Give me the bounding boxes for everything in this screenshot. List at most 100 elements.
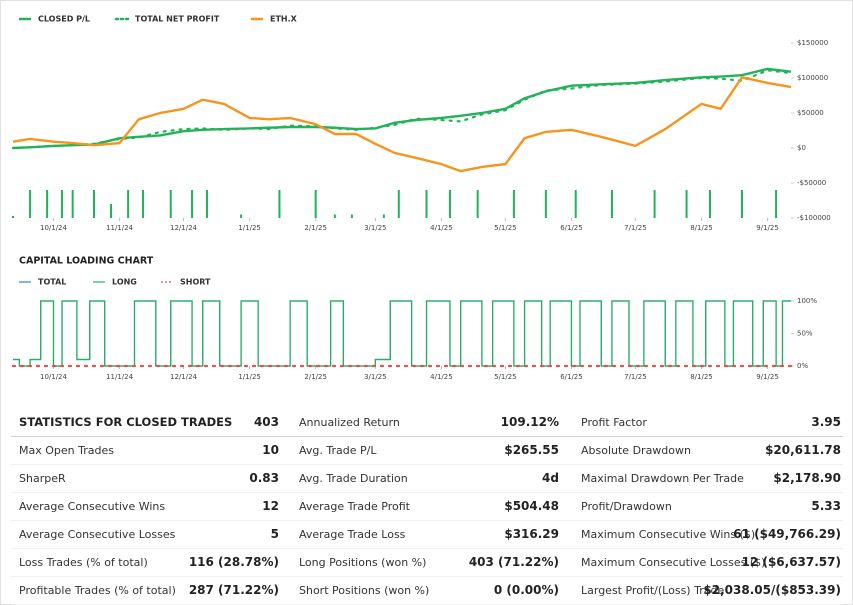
trade-bar bbox=[92, 190, 95, 218]
x-tick-label: 11/1/24 bbox=[106, 373, 134, 381]
legend-label: CLOSED P/L bbox=[38, 15, 90, 24]
stat-label: Average Trade Loss bbox=[299, 528, 406, 541]
trade-bar bbox=[653, 190, 656, 218]
trade-bar bbox=[775, 190, 778, 218]
stat-value: $316.29 bbox=[504, 527, 559, 541]
stat-value: 287 (71.22%) bbox=[188, 583, 279, 597]
trade-bar bbox=[574, 190, 577, 218]
stat-value: 10 bbox=[262, 443, 279, 457]
trade-bar bbox=[71, 190, 74, 218]
stat-label: Avg. Trade P/L bbox=[299, 444, 377, 457]
trade-bar bbox=[709, 190, 712, 218]
trade-bar bbox=[191, 190, 194, 218]
trade-bar bbox=[205, 190, 208, 218]
x-tick-label: 11/1/24 bbox=[106, 224, 134, 232]
trade-bar bbox=[240, 214, 243, 218]
trade-bar bbox=[740, 190, 743, 218]
trade-bar bbox=[29, 190, 32, 218]
series-line bbox=[11, 69, 793, 150]
stat-value: $20,611.78 bbox=[765, 443, 841, 457]
stat-label: Max Open Trades bbox=[19, 444, 114, 457]
charts: $150000 $100000 $50000 $0 -$50000 -$100000 10/… bbox=[11, 15, 831, 381]
x-tick-label: 5/1/25 bbox=[494, 224, 517, 232]
x-tick-label: 4/1/25 bbox=[430, 224, 453, 232]
x-tick-label: 7/1/25 bbox=[624, 224, 647, 232]
statistics-table: STATISTICS FOR CLOSED TRADES 403 Annualize… bbox=[11, 409, 843, 605]
series-line bbox=[13, 300, 791, 367]
stat-label: SharpeR bbox=[19, 472, 66, 485]
x-tick-label: 1/1/25 bbox=[238, 373, 261, 381]
trade-bar bbox=[512, 190, 515, 218]
x-tick-label: 12/1/24 bbox=[170, 224, 198, 232]
legend-label: TOTAL NET PROFIT bbox=[135, 15, 220, 24]
x-tick-label: 12/1/24 bbox=[170, 373, 198, 381]
trade-bar bbox=[425, 190, 428, 218]
stat-value: 3.95 bbox=[811, 415, 841, 429]
stat-value: 4d bbox=[542, 471, 559, 485]
stat-label: Avg. Trade Duration bbox=[299, 472, 408, 485]
trade-bar bbox=[61, 190, 64, 218]
stat-value: $504.48 bbox=[504, 499, 559, 513]
trade-bar bbox=[142, 190, 145, 218]
stat-value: 12 bbox=[262, 499, 279, 513]
stat-value: 61 ($49,766.29) bbox=[733, 527, 841, 541]
stat-label: Loss Trades (% of total) bbox=[19, 556, 148, 569]
stat-label: Maximum Consecutive Wins ($) bbox=[581, 528, 756, 541]
y-tick-label: -$100000 bbox=[797, 214, 831, 222]
trade-bar bbox=[448, 190, 451, 218]
trade-bar bbox=[382, 214, 385, 218]
trade-bar bbox=[544, 190, 547, 218]
x-tick-label: 6/1/25 bbox=[560, 224, 583, 232]
trade-bar bbox=[12, 215, 14, 218]
stat-value: 403 (71.22%) bbox=[468, 555, 559, 569]
series-line bbox=[12, 75, 792, 173]
x-tick-label: 1/1/25 bbox=[238, 224, 261, 232]
stat-value: 12 ($6,637.57) bbox=[741, 555, 841, 569]
stat-value: 0 (0.00%) bbox=[493, 583, 559, 597]
trade-bar bbox=[476, 190, 479, 218]
stat-value: 5 bbox=[270, 527, 279, 541]
stat-label: STATISTICS FOR CLOSED TRADES bbox=[19, 415, 233, 429]
stat-label: Absolute Drawdown bbox=[581, 444, 691, 457]
stat-label: Maximal Drawdown Per Trade bbox=[581, 472, 744, 485]
x-tick-label: 9/1/25 bbox=[756, 373, 779, 381]
trade-bar bbox=[278, 190, 281, 218]
stat-label: Maximum Consecutive Losses ($) bbox=[581, 556, 766, 569]
series-line bbox=[13, 300, 791, 367]
stat-label: Profitable Trades (% of total) bbox=[19, 584, 176, 597]
x-tick-label: 8/1/25 bbox=[690, 373, 713, 381]
x-tick-label: 7/1/25 bbox=[624, 373, 647, 381]
stat-label: Average Consecutive Losses bbox=[19, 528, 176, 541]
x-tick-label: 5/1/25 bbox=[494, 373, 517, 381]
x-tick-label: 8/1/25 bbox=[690, 224, 713, 232]
stat-row: SharpeR 0.83 Avg. Trade Duration 4d Maximal … bbox=[11, 465, 843, 493]
stat-label: Short Positions (won %) bbox=[299, 584, 430, 597]
stat-label: Annualized Return bbox=[299, 416, 400, 429]
x-tick-label: 6/1/25 bbox=[560, 373, 583, 381]
trade-bar bbox=[333, 214, 336, 218]
x-tick-label: 4/1/25 bbox=[430, 373, 453, 381]
y-tick-label: 50% bbox=[797, 330, 813, 338]
x-tick-label: 10/1/24 bbox=[40, 224, 68, 232]
trade-bar bbox=[610, 190, 613, 218]
y-tick-label: $50000 bbox=[797, 109, 824, 117]
x-tick-label: 2/1/25 bbox=[304, 224, 327, 232]
legend-label: SHORT bbox=[180, 278, 211, 287]
trade-bar bbox=[127, 190, 130, 218]
y-tick-label: $150000 bbox=[797, 39, 828, 47]
legend-label: LONG bbox=[112, 278, 137, 287]
y-tick-label: 0% bbox=[797, 362, 808, 370]
trade-bar bbox=[110, 204, 113, 218]
trade-bar bbox=[169, 190, 172, 218]
stat-label: Long Positions (won %) bbox=[299, 556, 427, 569]
legend-label: ETH.X bbox=[270, 15, 298, 24]
stat-label: Profit Factor bbox=[581, 416, 647, 429]
stat-label: Average Consecutive Wins bbox=[19, 500, 166, 513]
stat-value: 0.83 bbox=[249, 471, 279, 485]
stat-row: Average Consecutive Losses 5 Average Trade… bbox=[11, 521, 843, 549]
stat-label: Average Trade Profit bbox=[299, 500, 410, 513]
stat-value: $265.55 bbox=[504, 443, 559, 457]
stat-value: 403 bbox=[253, 415, 279, 429]
y-tick-label: $0 bbox=[797, 144, 806, 152]
